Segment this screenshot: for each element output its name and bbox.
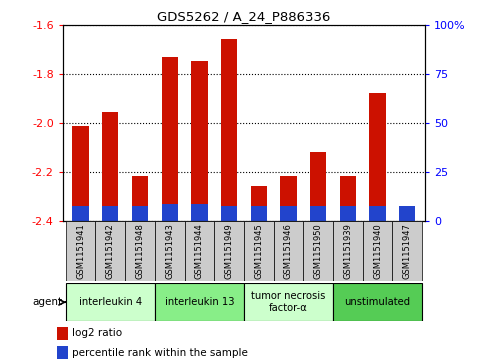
Bar bbox=[251, 206, 267, 221]
Bar bbox=[310, 152, 327, 221]
FancyBboxPatch shape bbox=[125, 221, 155, 281]
FancyBboxPatch shape bbox=[66, 221, 96, 281]
FancyBboxPatch shape bbox=[96, 221, 125, 281]
FancyBboxPatch shape bbox=[155, 283, 244, 321]
Text: GSM1151945: GSM1151945 bbox=[254, 223, 263, 279]
FancyBboxPatch shape bbox=[333, 221, 363, 281]
FancyBboxPatch shape bbox=[273, 221, 303, 281]
FancyBboxPatch shape bbox=[185, 221, 214, 281]
Text: GSM1151942: GSM1151942 bbox=[106, 223, 115, 279]
Bar bbox=[72, 126, 89, 221]
FancyBboxPatch shape bbox=[155, 221, 185, 281]
Bar bbox=[132, 206, 148, 221]
Bar bbox=[221, 205, 237, 221]
Bar bbox=[399, 208, 415, 221]
Bar bbox=[57, 327, 68, 340]
Title: GDS5262 / A_24_P886336: GDS5262 / A_24_P886336 bbox=[157, 10, 330, 23]
FancyBboxPatch shape bbox=[303, 221, 333, 281]
Bar bbox=[221, 39, 237, 221]
Text: log2 ratio: log2 ratio bbox=[72, 329, 123, 338]
Text: GSM1151941: GSM1151941 bbox=[76, 223, 85, 279]
FancyBboxPatch shape bbox=[66, 283, 155, 321]
Bar bbox=[369, 93, 386, 221]
Bar bbox=[102, 113, 118, 221]
Text: GSM1151946: GSM1151946 bbox=[284, 223, 293, 279]
Text: GSM1151943: GSM1151943 bbox=[165, 223, 174, 279]
Text: GSM1151947: GSM1151947 bbox=[403, 223, 412, 279]
Bar bbox=[191, 61, 208, 221]
FancyBboxPatch shape bbox=[214, 221, 244, 281]
Bar bbox=[369, 205, 386, 221]
Text: GSM1151950: GSM1151950 bbox=[313, 223, 323, 279]
FancyBboxPatch shape bbox=[333, 283, 422, 321]
Bar bbox=[399, 205, 415, 221]
Bar bbox=[280, 206, 297, 221]
FancyBboxPatch shape bbox=[244, 221, 273, 281]
Bar bbox=[161, 204, 178, 221]
Bar bbox=[280, 176, 297, 221]
Bar bbox=[132, 176, 148, 221]
Text: GSM1151939: GSM1151939 bbox=[343, 223, 352, 279]
Bar bbox=[251, 186, 267, 221]
Text: unstimulated: unstimulated bbox=[344, 297, 411, 307]
Bar bbox=[102, 205, 118, 221]
Text: agent: agent bbox=[32, 297, 62, 307]
FancyBboxPatch shape bbox=[392, 221, 422, 281]
Bar bbox=[340, 206, 356, 221]
Bar bbox=[72, 205, 89, 221]
Bar bbox=[310, 205, 327, 221]
Text: GSM1151940: GSM1151940 bbox=[373, 223, 382, 279]
Bar bbox=[340, 176, 356, 221]
Text: tumor necrosis
factor-α: tumor necrosis factor-α bbox=[251, 291, 326, 313]
FancyBboxPatch shape bbox=[363, 221, 392, 281]
FancyBboxPatch shape bbox=[244, 283, 333, 321]
Bar bbox=[161, 57, 178, 221]
Text: GSM1151948: GSM1151948 bbox=[136, 223, 144, 279]
Text: percentile rank within the sample: percentile rank within the sample bbox=[72, 348, 248, 358]
Bar bbox=[191, 204, 208, 221]
Bar bbox=[57, 346, 68, 359]
Text: GSM1151949: GSM1151949 bbox=[225, 223, 234, 279]
Text: GSM1151944: GSM1151944 bbox=[195, 223, 204, 279]
Text: interleukin 4: interleukin 4 bbox=[79, 297, 142, 307]
Text: interleukin 13: interleukin 13 bbox=[165, 297, 234, 307]
